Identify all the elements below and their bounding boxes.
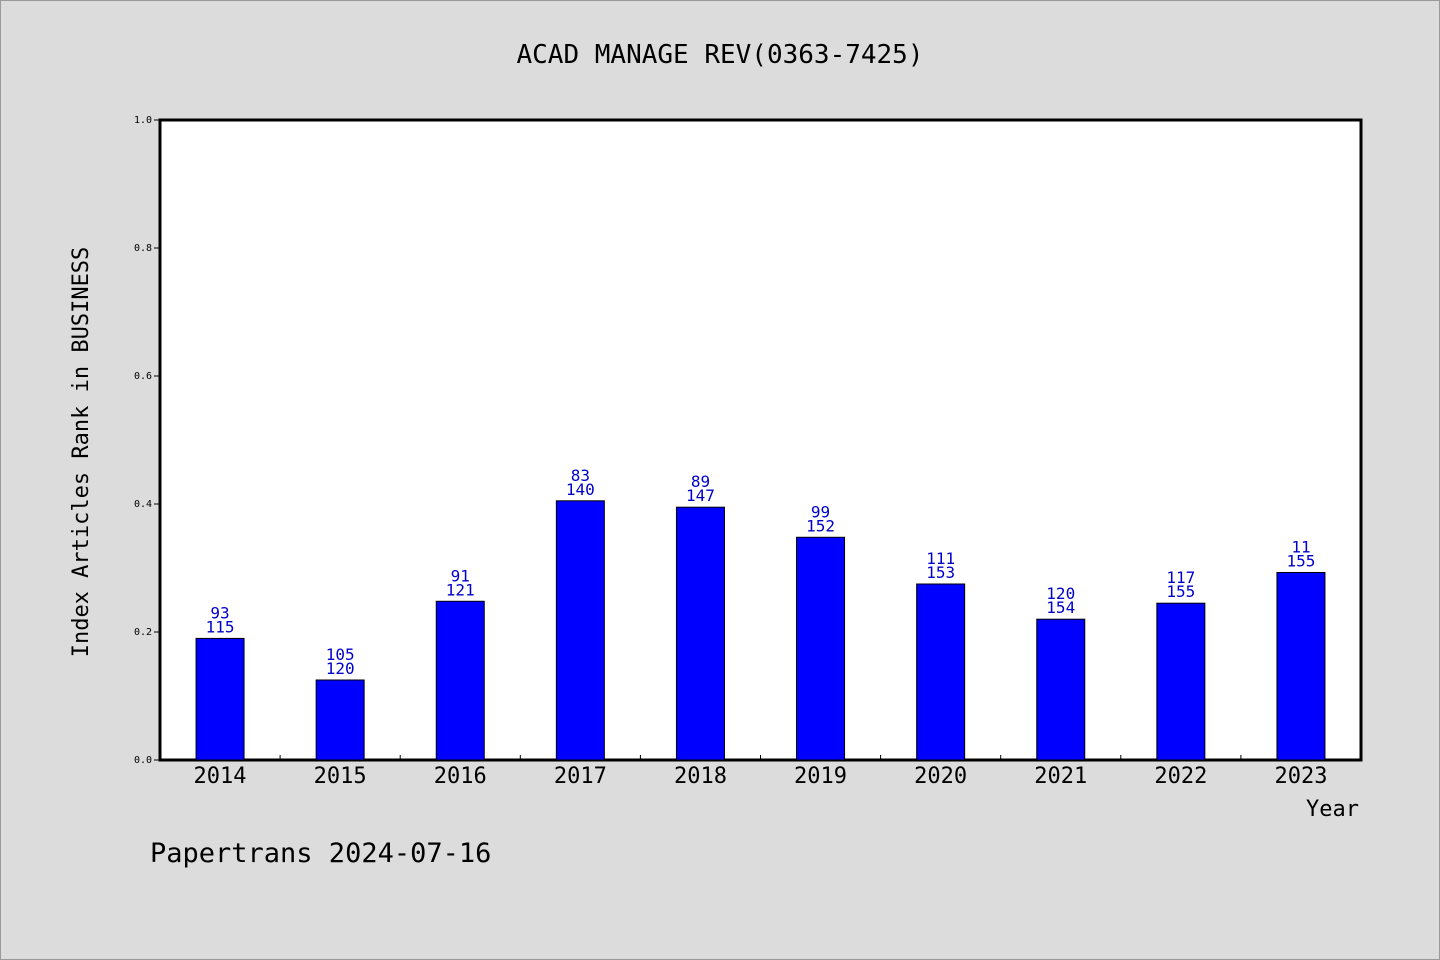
- y-tick-label: 0.8: [134, 243, 152, 254]
- bar-label-bottom: 140: [566, 480, 595, 499]
- x-tick-label: 2022: [1154, 764, 1207, 789]
- bar-label-top: 93: [210, 603, 229, 622]
- bar-2021: [1036, 618, 1086, 761]
- bar-label-top: 89: [691, 472, 710, 491]
- x-tick-label: 2017: [554, 764, 607, 789]
- y-tick-label: 0.0: [134, 755, 152, 766]
- bar-label-bottom: 121: [446, 580, 475, 599]
- y-tick-label: 0.6: [134, 371, 152, 382]
- bar-label-top: 83: [571, 466, 590, 485]
- chart-title: ACAD MANAGE REV(0363-7425): [517, 40, 924, 70]
- bar-2018: [675, 506, 725, 761]
- bar-label-bottom: 120: [326, 659, 355, 678]
- x-tick-label: 2020: [914, 764, 967, 789]
- bar-2016: [435, 600, 485, 761]
- bar-label-bottom: 155: [1286, 551, 1315, 570]
- x-axis-ticks: 2014 2015 2016 2017 2018 2019 2020 2021 2022 2023: [194, 755, 1327, 789]
- bar-2015: [315, 679, 365, 761]
- x-tick-label: 2015: [314, 764, 367, 789]
- bar-2014: [195, 637, 245, 761]
- bar-label-top: 120: [1046, 584, 1075, 603]
- y-tick-label: 0.4: [134, 499, 152, 510]
- x-tick-label: 2023: [1274, 764, 1327, 789]
- y-axis-label: Index Articles Rank in BUSINESS: [69, 247, 94, 658]
- bars: [195, 500, 1326, 761]
- y-tick-label: 0.2: [134, 627, 152, 638]
- bar-label-top: 105: [326, 645, 355, 664]
- y-axis-ticks: 0.0 0.2 0.4 0.6 0.8 1.0: [134, 115, 160, 766]
- bar-label-top: 117: [1166, 568, 1195, 587]
- bar-label-top: 11: [1291, 537, 1310, 556]
- bar-2022: [1156, 602, 1206, 761]
- bar-label-bottom: 115: [206, 617, 235, 636]
- x-tick-label: 2016: [434, 764, 487, 789]
- bar-2019: [796, 536, 846, 761]
- y-tick-label: 1.0: [134, 115, 152, 126]
- bar-label-bottom: 154: [1046, 598, 1075, 617]
- bar-label-top: 99: [811, 502, 830, 521]
- bar-label-bottom: 152: [806, 516, 835, 535]
- bar-label-bottom: 153: [926, 563, 955, 582]
- bar-label-top: 91: [451, 566, 470, 585]
- x-tick-label: 2014: [194, 764, 247, 789]
- bar-label-bottom: 147: [686, 486, 715, 505]
- bar-label-bottom: 155: [1166, 582, 1195, 601]
- bar-2023: [1276, 571, 1326, 761]
- x-tick-label: 2019: [794, 764, 847, 789]
- x-tick-label: 2021: [1034, 764, 1087, 789]
- bar-2017: [555, 500, 605, 761]
- bar-2020: [916, 583, 966, 761]
- x-axis-label: Year: [1306, 797, 1359, 822]
- x-tick-label: 2018: [674, 764, 727, 789]
- footer-credit: Papertrans 2024-07-16: [150, 838, 491, 869]
- bar-label-top: 111: [926, 549, 955, 568]
